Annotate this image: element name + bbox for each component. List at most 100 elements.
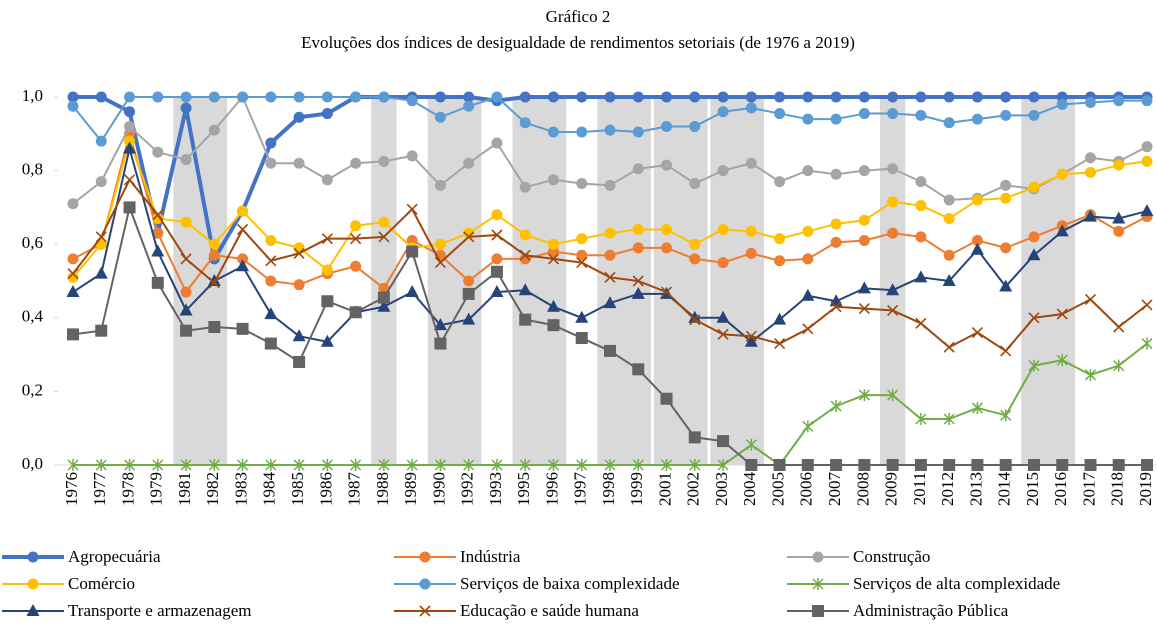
marker xyxy=(1027,459,1040,471)
marker xyxy=(406,459,418,471)
marker xyxy=(293,111,305,123)
marker xyxy=(830,218,842,230)
marker xyxy=(802,420,814,433)
marker xyxy=(1112,459,1125,471)
marker xyxy=(237,91,249,103)
marker xyxy=(661,91,673,103)
x-tick-label: 2017 xyxy=(1079,472,1098,507)
x-tick-label: 1979 xyxy=(147,472,166,506)
legend-label: Indústria xyxy=(460,547,521,566)
marker xyxy=(632,223,644,235)
marker xyxy=(378,231,390,243)
marker xyxy=(915,176,927,188)
marker xyxy=(320,334,334,347)
marker xyxy=(406,203,418,215)
marker xyxy=(180,102,192,114)
marker xyxy=(858,91,870,103)
marker xyxy=(95,231,107,243)
marker xyxy=(943,413,955,425)
x-tick-label: 2003 xyxy=(712,472,731,506)
marker xyxy=(660,459,673,471)
marker xyxy=(180,91,192,103)
x-tick-label: 2005 xyxy=(768,472,787,506)
marker xyxy=(1056,308,1068,320)
marker xyxy=(745,438,757,451)
marker xyxy=(971,459,984,471)
marker xyxy=(462,287,475,300)
x-tick-label: 1997 xyxy=(571,472,590,507)
marker xyxy=(943,194,955,206)
y-tick-label: 1,0 xyxy=(22,86,43,105)
marker xyxy=(152,146,164,158)
marker xyxy=(433,318,447,331)
marker xyxy=(887,227,899,239)
marker xyxy=(830,459,843,471)
x-tick-label: 1999 xyxy=(627,472,646,506)
marker xyxy=(830,400,842,413)
x-tick-label: 1993 xyxy=(486,472,505,506)
marker xyxy=(265,137,277,149)
marker xyxy=(434,91,446,103)
marker xyxy=(463,275,475,287)
marker xyxy=(858,389,870,402)
marker xyxy=(576,249,588,261)
marker xyxy=(830,301,842,313)
marker xyxy=(349,306,362,319)
marker xyxy=(180,216,192,228)
marker xyxy=(350,260,362,272)
marker xyxy=(1113,95,1125,107)
legend-label: Educação e saúde humana xyxy=(460,601,639,620)
shaded-band xyxy=(710,97,765,465)
marker xyxy=(688,431,701,444)
marker xyxy=(491,459,503,471)
y-tick-label: 0,4 xyxy=(22,307,44,326)
legend-marker xyxy=(27,551,39,563)
marker xyxy=(377,299,391,312)
marker xyxy=(490,265,503,278)
x-tick-label: 2013 xyxy=(966,472,985,506)
marker xyxy=(491,229,503,241)
marker xyxy=(463,459,475,471)
legend-label: Comércio xyxy=(68,574,135,593)
marker xyxy=(603,296,617,309)
shaded-band xyxy=(512,97,567,465)
marker xyxy=(887,389,899,402)
marker xyxy=(264,307,278,320)
marker xyxy=(208,238,220,250)
marker xyxy=(943,341,955,353)
marker xyxy=(745,330,757,342)
marker xyxy=(1084,368,1097,381)
x-tick-label: 1996 xyxy=(542,472,561,506)
marker xyxy=(151,244,165,257)
marker xyxy=(689,238,701,250)
marker xyxy=(491,209,503,221)
marker xyxy=(604,179,616,191)
marker xyxy=(915,200,927,212)
marker xyxy=(519,117,531,129)
marker xyxy=(1141,337,1153,350)
x-tick-label: 1986 xyxy=(316,472,335,506)
marker xyxy=(67,198,79,210)
marker xyxy=(604,91,616,103)
marker xyxy=(887,304,899,317)
marker xyxy=(914,270,928,283)
marker xyxy=(1055,224,1069,237)
marker xyxy=(661,159,673,171)
marker xyxy=(377,291,390,304)
marker xyxy=(1028,231,1040,243)
x-tick-label: 1992 xyxy=(458,472,477,506)
marker xyxy=(350,220,362,232)
marker xyxy=(237,253,249,265)
marker xyxy=(774,255,786,267)
marker xyxy=(95,459,107,471)
marker xyxy=(858,108,870,120)
marker xyxy=(123,141,137,154)
marker xyxy=(124,120,136,132)
marker xyxy=(887,163,899,175)
x-tick-label: 1977 xyxy=(90,472,109,507)
x-tick-label: 2002 xyxy=(684,472,703,506)
marker xyxy=(1000,179,1012,191)
marker xyxy=(745,247,757,259)
x-tick-label: 1995 xyxy=(514,472,533,506)
marker xyxy=(67,271,79,283)
